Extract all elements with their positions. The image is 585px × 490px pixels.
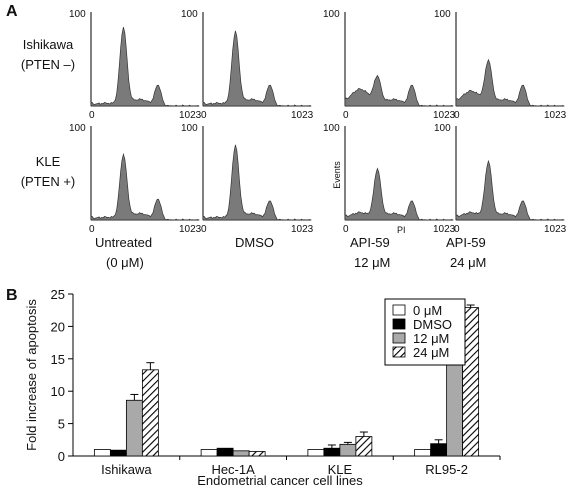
bar (248, 451, 266, 457)
histogram-y-tick-100: 100 (181, 123, 198, 134)
bar (141, 369, 159, 457)
histogram-x-tick-1023: 1023 (179, 224, 202, 235)
panel-b: B Fold increase of apoptosis Endometrial… (6, 287, 501, 488)
x-tick-label: Hec-1A (211, 462, 255, 477)
histogram-trace (344, 167, 454, 221)
bar (232, 450, 250, 457)
histogram-y-tick-100: 100 (434, 123, 451, 134)
bar (323, 447, 341, 457)
histogram-x-tick-0: 0 (454, 110, 460, 121)
histogram-x-tick-0: 0 (89, 110, 95, 121)
histogram-x-tick-0: 0 (343, 110, 349, 121)
legend-swatch (392, 304, 406, 316)
condition-untreated-label: Untreated (95, 235, 152, 250)
x-tick-label: RL95-2 (425, 462, 468, 477)
histogram-x-axis-title: PI (397, 225, 406, 235)
row-label-kle-name: KLE (36, 154, 61, 169)
y-tick-label: 10 (51, 384, 65, 399)
histogram-trace (202, 144, 312, 221)
bar (430, 443, 448, 457)
histogram-x-tick-1023: 1023 (291, 224, 314, 235)
histogram-x-tick-0: 0 (454, 224, 460, 235)
histogram-y-tick-100: 100 (69, 9, 86, 20)
condition-api59-24-dose: 24 μM (450, 255, 486, 270)
y-tick-label: 20 (51, 319, 65, 334)
histogram-y-tick-100: 100 (434, 9, 451, 20)
histogram-y-axis-title: Events (332, 161, 342, 189)
condition-api59-12-dose: 12 μM (354, 255, 390, 270)
bar (216, 447, 234, 457)
legend-label: 24 μM (413, 345, 449, 360)
legend-swatch (392, 346, 406, 358)
bar (355, 436, 373, 457)
bar (414, 449, 432, 457)
histogram-y-tick-100: 100 (323, 9, 340, 20)
row-label-ishikawa-name: Ishikawa (23, 37, 74, 52)
panel-a-label: A (6, 3, 18, 20)
bar (93, 449, 111, 457)
histogram-x-tick-1023: 1023 (433, 224, 456, 235)
condition-untreated-dose: (0 μM) (106, 255, 144, 270)
bar (109, 449, 127, 457)
x-tick-label: KLE (328, 462, 353, 477)
legend-swatch (392, 318, 406, 330)
histogram-x-tick-1023: 1023 (179, 110, 202, 121)
condition-dmso-label: DMSO (235, 235, 274, 250)
histogram-row2-col3: 100 0 1023 (323, 123, 456, 235)
histogram-x-tick-0: 0 (201, 110, 207, 121)
histogram-y-tick-100: 100 (323, 123, 340, 134)
histogram-x-tick-0: 0 (201, 224, 207, 235)
panel-b-label: B (6, 287, 18, 304)
x-tick-label: Ishikawa (101, 462, 152, 477)
bar (125, 399, 143, 457)
histogram-trace (90, 152, 200, 221)
y-tick-label: 15 (51, 352, 65, 367)
histogram-trace (455, 159, 565, 221)
histogram-x-tick-1023: 1023 (433, 110, 456, 121)
row-label-kle-pten: (PTEN +) (21, 174, 76, 189)
condition-api59-12-label: API-59 (350, 235, 390, 250)
legend-label: DMSO (413, 317, 452, 332)
legend-label: 0 μM (413, 303, 442, 318)
histogram-trace (344, 74, 454, 107)
bar-chart: 0 5 10 15 20 25 Ishikawa Hec-1A KLE RL95-2 (51, 287, 501, 477)
histogram-x-tick-1023: 1023 (544, 110, 567, 121)
bar (307, 449, 325, 457)
histogram-row2-col1: 100 0 1023 (69, 123, 202, 235)
row-label-ishikawa-pten: (PTEN –) (21, 57, 75, 72)
histogram-trace (202, 30, 312, 107)
histogram-x-tick-0: 0 (343, 224, 349, 235)
y-tick-label: 25 (51, 287, 65, 302)
histogram-y-tick-100: 100 (181, 9, 198, 20)
y-tick-label: 0 (58, 449, 65, 464)
histogram-x-tick-1023: 1023 (544, 224, 567, 235)
x-axis-title: Endometrial cancer cell lines (197, 473, 363, 488)
y-axis-title: Fold increase of apoptosis (24, 299, 39, 451)
bar (200, 449, 218, 457)
y-tick-label: 5 (58, 417, 65, 432)
bar (339, 443, 357, 457)
condition-api59-24-label: API-59 (446, 235, 486, 250)
histogram-row1-col3: 100 0 1023 (323, 9, 456, 121)
histogram-x-tick-1023: 1023 (291, 110, 314, 121)
histogram-trace (90, 27, 200, 107)
legend-label: 12 μM (413, 331, 449, 346)
histogram-trace (455, 58, 565, 107)
histogram-row1-col1: 100 0 1023 (69, 9, 202, 121)
histogram-x-tick-0: 0 (89, 224, 95, 235)
legend-swatch (392, 332, 406, 344)
histogram-y-tick-100: 100 (69, 123, 86, 134)
